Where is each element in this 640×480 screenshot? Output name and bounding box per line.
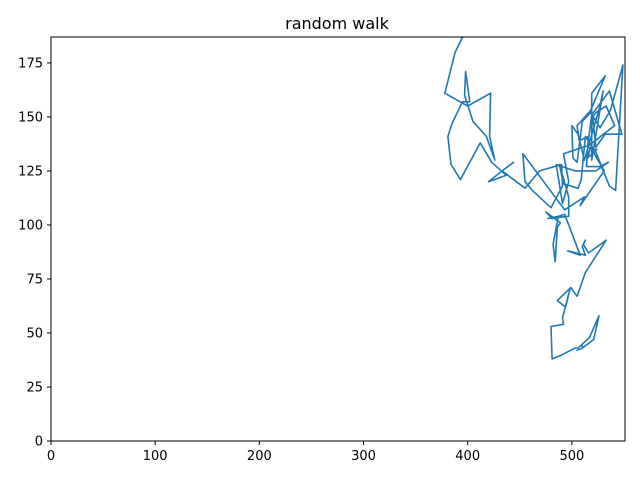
x-tick-label: 300 <box>351 449 376 464</box>
y-axis: 0 25 50 75 100 125 150 175 <box>18 56 51 450</box>
x-tick-label: 500 <box>559 449 584 464</box>
axes-frame <box>50 36 626 442</box>
y-tick-label: 50 <box>26 326 43 341</box>
y-tick-label: 100 <box>18 218 43 233</box>
random-walk-line <box>443 36 624 360</box>
y-tick-label: 150 <box>18 110 43 125</box>
x-tick-label: 100 <box>143 449 168 464</box>
plot-area <box>443 36 624 360</box>
y-tick-label: 175 <box>18 56 43 71</box>
y-tick-label: 0 <box>35 435 43 450</box>
x-tick-label: 200 <box>247 449 272 464</box>
y-tick-label: 25 <box>26 380 43 395</box>
y-tick-label: 75 <box>26 272 43 287</box>
x-tick-label: 0 <box>47 449 55 464</box>
x-tick-label: 400 <box>455 449 480 464</box>
chart-title: random walk <box>285 14 389 33</box>
y-tick-label: 125 <box>18 164 43 179</box>
x-axis: 0 100 200 300 400 500 <box>47 441 584 464</box>
